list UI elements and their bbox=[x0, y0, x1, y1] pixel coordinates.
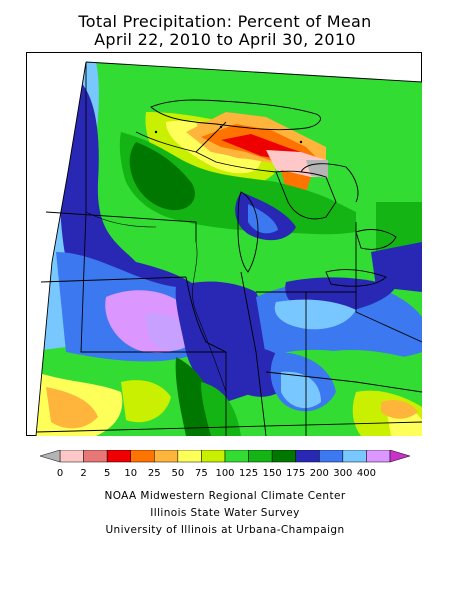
legend-swatch bbox=[106, 450, 131, 463]
legend-swatch bbox=[342, 450, 367, 463]
credit-line-2: Illinois State Water Survey bbox=[150, 507, 300, 519]
legend-swatch bbox=[59, 450, 84, 463]
credit-line-1: NOAA Midwestern Regional Climate Center bbox=[104, 490, 346, 502]
map-title: Total Precipitation: Percent of Mean bbox=[78, 12, 372, 31]
legend-low-arrow bbox=[40, 450, 61, 463]
legend-labels: 0 2 5 10 25 50 75 100 125 150 175 200 300 400 bbox=[57, 468, 376, 479]
precipitation-map bbox=[26, 52, 422, 436]
legend-label: 2 bbox=[80, 468, 86, 479]
legend-label: 100 bbox=[215, 468, 234, 479]
great-lakes bbox=[150, 99, 397, 287]
legend-label: 150 bbox=[263, 468, 282, 479]
legend-label: 200 bbox=[310, 468, 329, 479]
legend-swatch bbox=[130, 450, 155, 463]
legend-swatch bbox=[201, 450, 226, 463]
legend-label: 0 bbox=[57, 468, 63, 479]
legend-swatch bbox=[366, 450, 391, 463]
legend-swatch bbox=[248, 450, 273, 463]
legend-label: 75 bbox=[195, 468, 208, 479]
legend-label: 400 bbox=[357, 468, 376, 479]
legend-swatch bbox=[319, 450, 344, 463]
map-date-range: April 22, 2010 to April 30, 2010 bbox=[94, 30, 356, 49]
map-markers bbox=[154, 125, 303, 144]
legend-label: 5 bbox=[104, 468, 110, 479]
legend-swatch bbox=[154, 450, 179, 463]
legend-high-arrow bbox=[389, 450, 410, 463]
legend-swatch bbox=[271, 450, 296, 463]
legend-label: 10 bbox=[124, 468, 137, 479]
state-boundaries bbox=[35, 61, 422, 436]
legend-bar: 0 2 5 10 25 50 75 100 125 150 175 200 300 400 bbox=[40, 450, 410, 479]
legend-label: 50 bbox=[171, 468, 184, 479]
legend-swatches bbox=[59, 450, 391, 463]
credit-line-3: University of Illinois at Urbana-Champai… bbox=[105, 524, 345, 536]
legend-swatch bbox=[224, 450, 249, 463]
legend-swatch bbox=[177, 450, 202, 463]
legend-swatch bbox=[83, 450, 108, 463]
legend-swatch bbox=[295, 450, 320, 463]
legend-label: 175 bbox=[286, 468, 305, 479]
legend-label: 25 bbox=[148, 468, 161, 479]
legend-label: 125 bbox=[239, 468, 258, 479]
precipitation-fill bbox=[36, 62, 422, 436]
rivers bbox=[85, 211, 227, 393]
legend-label: 300 bbox=[333, 468, 352, 479]
